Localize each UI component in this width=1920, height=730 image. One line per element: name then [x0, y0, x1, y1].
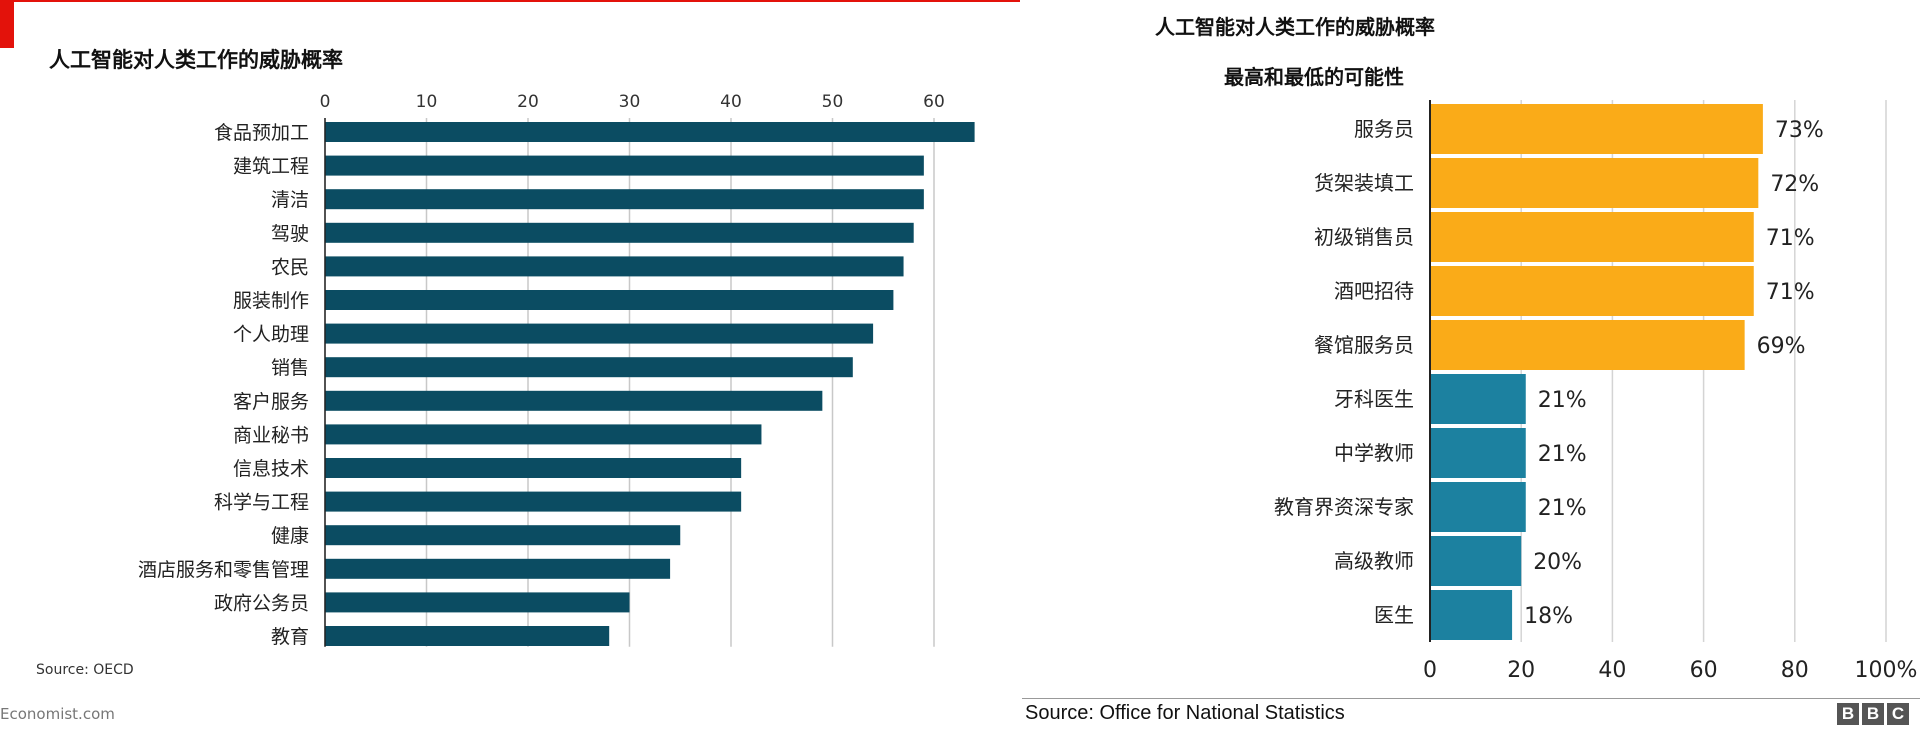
- right-data-label: 18%: [1524, 604, 1573, 629]
- left-bar: [325, 290, 894, 310]
- right-bar: [1430, 590, 1513, 640]
- right-bar: [1430, 428, 1526, 478]
- right-bar: [1430, 158, 1759, 208]
- left-bar-chart: 0 10 20 30 40 50 60 食品预加工建筑工程清洁驾驶农民服装制作个人助理销售客户…: [138, 92, 975, 648]
- right-data-label: 20%: [1533, 550, 1582, 575]
- left-bar: [325, 525, 681, 546]
- right-x-tick-label: 80: [1781, 658, 1809, 683]
- left-category-label: 服装制作: [233, 290, 309, 312]
- right-data-label: 69%: [1757, 334, 1806, 359]
- left-category-label: 个人助理: [233, 324, 309, 346]
- right-bar: [1430, 482, 1526, 532]
- economist-red-tag: [0, 0, 14, 48]
- bbc-chart-panel: 人工智能对人类工作的威胁概率 最高和最低的可能性 0 20 40 60 80 100% 服务…: [1020, 0, 1920, 730]
- left-bar: [325, 626, 610, 646]
- right-category-label: 中学教师: [1334, 441, 1414, 465]
- left-x-tick-label: 20: [517, 92, 539, 112]
- left-bar: [325, 256, 904, 277]
- left-x-tick-label: 0: [320, 92, 331, 112]
- right-bar: [1430, 374, 1526, 424]
- left-category-label: 科学与工程: [214, 492, 309, 514]
- right-data-label: 72%: [1770, 172, 1819, 197]
- left-x-tick-label: 50: [822, 92, 844, 112]
- right-source: Source: Office for National Statistics: [1025, 702, 1345, 724]
- left-bar: [325, 155, 924, 176]
- economist-top-rule: [14, 0, 1020, 2]
- left-bar: [325, 390, 823, 411]
- left-x-tick-label: 10: [416, 92, 438, 112]
- left-bar: [325, 189, 924, 210]
- right-bar: [1430, 104, 1763, 154]
- left-chart-title: 人工智能对人类工作的威胁概率: [49, 48, 343, 72]
- right-category-label: 医生: [1374, 603, 1414, 627]
- left-category-label: 健康: [271, 525, 309, 547]
- right-category-label: 初级销售员: [1314, 225, 1414, 249]
- right-category-label: 货架装填工: [1314, 171, 1414, 195]
- left-x-tick-label: 30: [619, 92, 641, 112]
- left-bar: [325, 222, 914, 243]
- right-chart-subtitle: 最高和最低的可能性: [1224, 65, 1404, 89]
- left-x-tick-label: 40: [720, 92, 742, 112]
- right-category-label: 牙科医生: [1334, 387, 1414, 411]
- right-category-label: 服务员: [1354, 117, 1414, 141]
- right-bar: [1430, 266, 1754, 316]
- right-category-label: 高级教师: [1334, 549, 1414, 573]
- left-source: Source: OECD: [36, 662, 134, 678]
- left-bar: [325, 458, 742, 478]
- right-bar-chart: 0 20 40 60 80 100% 服务员 73% 货架装填工 72% 初级销售员 71% 酒吧招待 7…: [1274, 100, 1918, 683]
- left-bar: [325, 323, 874, 344]
- left-bar: [325, 357, 853, 378]
- right-bar: [1430, 320, 1745, 370]
- left-category-label: 酒店服务和零售管理: [138, 559, 309, 581]
- right-data-label: 71%: [1766, 280, 1815, 305]
- right-data-label: 21%: [1538, 442, 1587, 467]
- left-category-label: 食品预加工: [214, 122, 309, 144]
- economist-chart-panel: 人工智能对人类工作的威胁概率 0 10 20 30 40 50 60 食品预加工建筑工程清洁驾…: [0, 0, 1020, 723]
- right-category-label: 酒吧招待: [1334, 279, 1414, 303]
- left-bar: [325, 122, 975, 142]
- right-data-label: 71%: [1766, 226, 1815, 251]
- right-data-label: 21%: [1538, 388, 1587, 413]
- right-x-tick-label: 0: [1423, 658, 1437, 683]
- left-category-label: 驾驶: [271, 223, 309, 245]
- right-category-label: 教育界资深专家: [1274, 495, 1414, 519]
- left-x-tick-label: 60: [923, 92, 945, 112]
- right-footer-rule: [1022, 698, 1920, 699]
- right-bar: [1430, 536, 1522, 586]
- left-bar: [325, 558, 671, 579]
- left-category-label: 建筑工程: [233, 156, 309, 178]
- left-credit: Economist.com: [0, 705, 115, 723]
- right-category-label: 餐馆服务员: [1314, 333, 1414, 357]
- right-x-tick-label: 20: [1507, 658, 1535, 683]
- left-category-label: 政府公务员: [214, 592, 309, 614]
- left-category-label: 教育: [271, 626, 309, 648]
- right-x-tick-label: 60: [1690, 658, 1718, 683]
- left-category-label: 农民: [271, 256, 309, 278]
- left-bar: [325, 424, 762, 445]
- right-chart-title: 人工智能对人类工作的威胁概率: [1155, 15, 1435, 39]
- right-bar: [1430, 212, 1754, 262]
- right-x-tick-label: 40: [1598, 658, 1626, 683]
- right-data-label: 21%: [1538, 496, 1587, 521]
- left-category-label: 商业秘书: [233, 424, 309, 446]
- left-category-label: 清洁: [271, 189, 309, 211]
- left-category-label: 销售: [271, 357, 309, 379]
- left-category-label: 客户服务: [233, 391, 309, 413]
- left-category-label: 信息技术: [233, 458, 309, 480]
- right-data-label: 73%: [1775, 118, 1824, 143]
- right-x-tick-label: 100%: [1855, 658, 1918, 683]
- left-bar: [325, 592, 630, 613]
- left-bar: [325, 491, 742, 512]
